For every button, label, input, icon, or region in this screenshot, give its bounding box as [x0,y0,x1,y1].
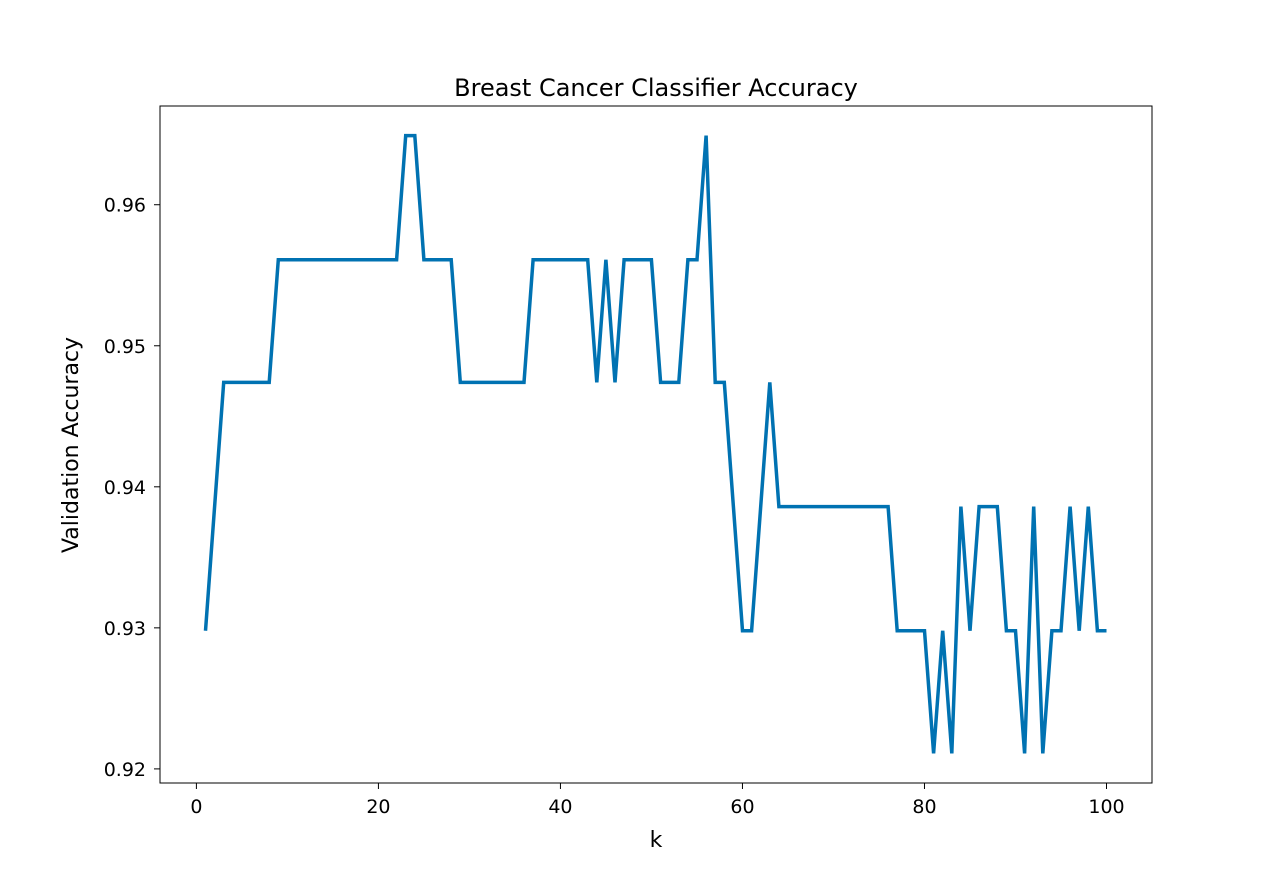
y-axis: 0.92 0.93 0.94 0.95 0.96 [104,195,160,781]
x-tick-label: 60 [730,796,754,818]
y-axis-label: Validation Accuracy [59,337,84,553]
y-tick-label: 0.96 [104,195,146,217]
accuracy-line [203,133,1107,754]
plot-frame [159,105,1153,784]
x-axis: 0 20 40 60 80 100 [190,783,1125,818]
y-tick-label: 0.93 [104,618,146,640]
y-tick-label: 0.95 [104,336,146,358]
y-tick-label: 0.94 [104,477,146,499]
x-tick-label: 0 [190,796,202,818]
chart-title: Breast Cancer Classifier Accuracy [454,74,858,102]
y-tick-label: 0.92 [104,759,146,781]
x-tick-label: 40 [548,796,572,818]
x-axis-label: k [650,828,663,853]
x-tick-label: 100 [1088,796,1124,818]
plot-area [203,133,1107,754]
x-tick-label: 80 [912,796,936,818]
x-tick-label: 20 [366,796,390,818]
